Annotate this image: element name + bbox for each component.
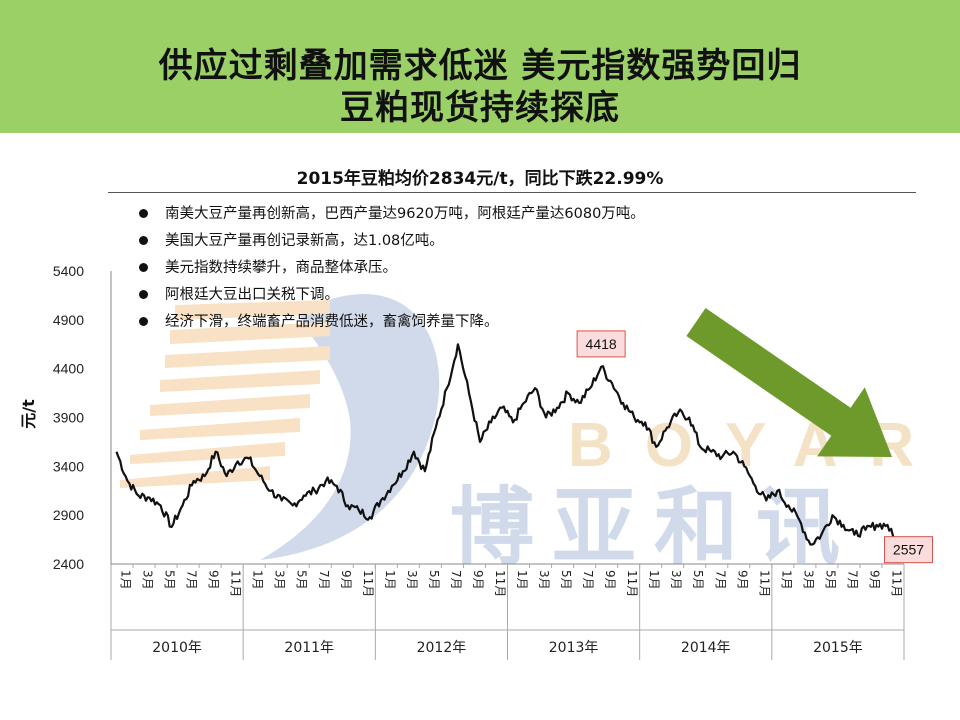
x-month-label: 5月: [295, 570, 309, 590]
y-tick-label: 3900: [53, 410, 84, 426]
x-month-label: 9月: [471, 570, 485, 590]
watermark-chinese: 博亚和讯: [450, 478, 858, 576]
x-month-label: 1月: [515, 570, 529, 590]
x-month-label: 1月: [383, 570, 397, 590]
callout-label: 4418: [586, 336, 617, 352]
x-month-label: 7月: [581, 570, 595, 590]
x-month-label: 3月: [405, 570, 419, 590]
watermark-latin: BOYAR: [568, 411, 946, 480]
x-month-label: 5月: [427, 570, 441, 590]
x-month-label: 11月: [229, 570, 243, 597]
bullet-item: 美国大豆产量再创记录新高，达1.08亿吨。: [136, 230, 645, 257]
x-month-label: 11月: [493, 570, 507, 597]
x-month-label: 1月: [779, 570, 793, 590]
y-tick-label: 2400: [53, 556, 84, 572]
y-tick-label: 4400: [53, 361, 84, 377]
bullet-dot: [139, 236, 148, 245]
downtrend-arrow: [686, 308, 892, 457]
bullet-text: 美元指数持续攀升，商品整体承压。: [165, 260, 397, 276]
bullet-item: 经济下滑，终端畜产品消费低迷，畜禽饲养量下降。: [136, 311, 645, 338]
x-month-label: 3月: [801, 570, 815, 590]
price-line: [115, 343, 900, 550]
x-month-label: 9月: [867, 570, 881, 590]
bullet-text: 美国大豆产量再创记录新高，达1.08亿吨。: [165, 233, 444, 249]
x-year-label: 2012年: [417, 640, 467, 656]
x-month-label: 1月: [647, 570, 661, 590]
x-month-label: 9月: [339, 570, 353, 590]
bullet-item: 阿根廷大豆出口关税下调。: [136, 284, 645, 311]
x-year-label: 2015年: [813, 640, 863, 656]
watermark-wing: [260, 293, 440, 560]
x-month-label: 11月: [625, 570, 639, 597]
x-month-label: 1月: [251, 570, 265, 590]
x-month-label: 5月: [163, 570, 177, 590]
x-month-label: 3月: [141, 570, 155, 590]
y-tick-label: 3400: [53, 458, 84, 474]
x-month-label: 7月: [317, 570, 331, 590]
y-tick-label: 5400: [53, 263, 84, 279]
callout-label: 2557: [893, 542, 924, 558]
x-month-label: 9月: [735, 570, 749, 590]
x-month-label: 11月: [757, 570, 771, 597]
x-month-label: 9月: [603, 570, 617, 590]
x-month-label: 7月: [185, 570, 199, 590]
x-month-label: 3月: [669, 570, 683, 590]
x-month-label: 11月: [361, 570, 375, 597]
callout-box: [576, 330, 626, 358]
x-month-label: 7月: [713, 570, 727, 590]
x-month-label: 9月: [207, 570, 221, 590]
bullet-list: 南美大豆产量再创新高，巴西产量达9620万吨，阿根廷产量达6080万吨。 美国大…: [136, 203, 645, 338]
title-line-1: 供应过剩叠加需求低迷 美元指数强势回归: [158, 46, 802, 86]
x-year-label: 2013年: [549, 640, 599, 656]
bullet-item: 美元指数持续攀升，商品整体承压。: [136, 257, 645, 284]
x-year-label: 2011年: [284, 640, 334, 656]
x-month-label: 7月: [449, 570, 463, 590]
bullet-dot: [139, 317, 148, 326]
bullet-text: 经济下滑，终端畜产品消费低迷，畜禽饲养量下降。: [165, 314, 499, 330]
callouts: 4418 2557: [576, 330, 933, 564]
watermark-stripes: [120, 300, 330, 488]
y-tick-label: 4900: [53, 312, 84, 328]
x-year-label: 2010年: [152, 640, 202, 656]
x-month-label: 5月: [559, 570, 573, 590]
bullet-item: 南美大豆产量再创新高，巴西产量达9620万吨，阿根廷产量达6080万吨。: [136, 203, 645, 230]
x-axis: 1月 3月 5月 7月 9月 11月 2010年 1月 3月 5月 7月 9月 11月 2011年 1月 3月…: [110, 563, 905, 660]
x-month-label: 7月: [845, 570, 859, 590]
callout-box: [883, 536, 933, 564]
chart-subtitle: 2015年豆粕均价2834元/t，同比下跌22.99%: [296, 169, 664, 189]
x-month-label: 3月: [537, 570, 551, 590]
bullet-dot: [139, 263, 148, 272]
bullet-dot: [139, 209, 148, 218]
x-year-label: 2014年: [681, 640, 731, 656]
subtitle-divider: [108, 192, 916, 193]
bullet-text: 阿根廷大豆出口关税下调。: [165, 287, 339, 303]
x-month-label: 1月: [119, 570, 133, 590]
arrow-shape: [686, 308, 892, 457]
title-banner: 供应过剩叠加需求低迷 美元指数强势回归 豆粕现货持续探底: [0, 0, 960, 133]
bullet-dot: [139, 290, 148, 299]
x-month-label: 11月: [889, 570, 903, 597]
x-month-label: 5月: [823, 570, 837, 590]
x-month-label: 3月: [273, 570, 287, 590]
y-axis-ticks: 2400 2900 3400 3900 4400 4900 5400: [53, 263, 112, 572]
y-tick-label: 2900: [53, 507, 84, 523]
x-month-label: 5月: [691, 570, 705, 590]
bullet-text: 南美大豆产量再创新高，巴西产量达9620万吨，阿根廷产量达6080万吨。: [165, 206, 645, 222]
title-line-2: 豆粕现货持续探底: [340, 88, 620, 128]
y-axis-label: 元/t: [19, 399, 38, 429]
